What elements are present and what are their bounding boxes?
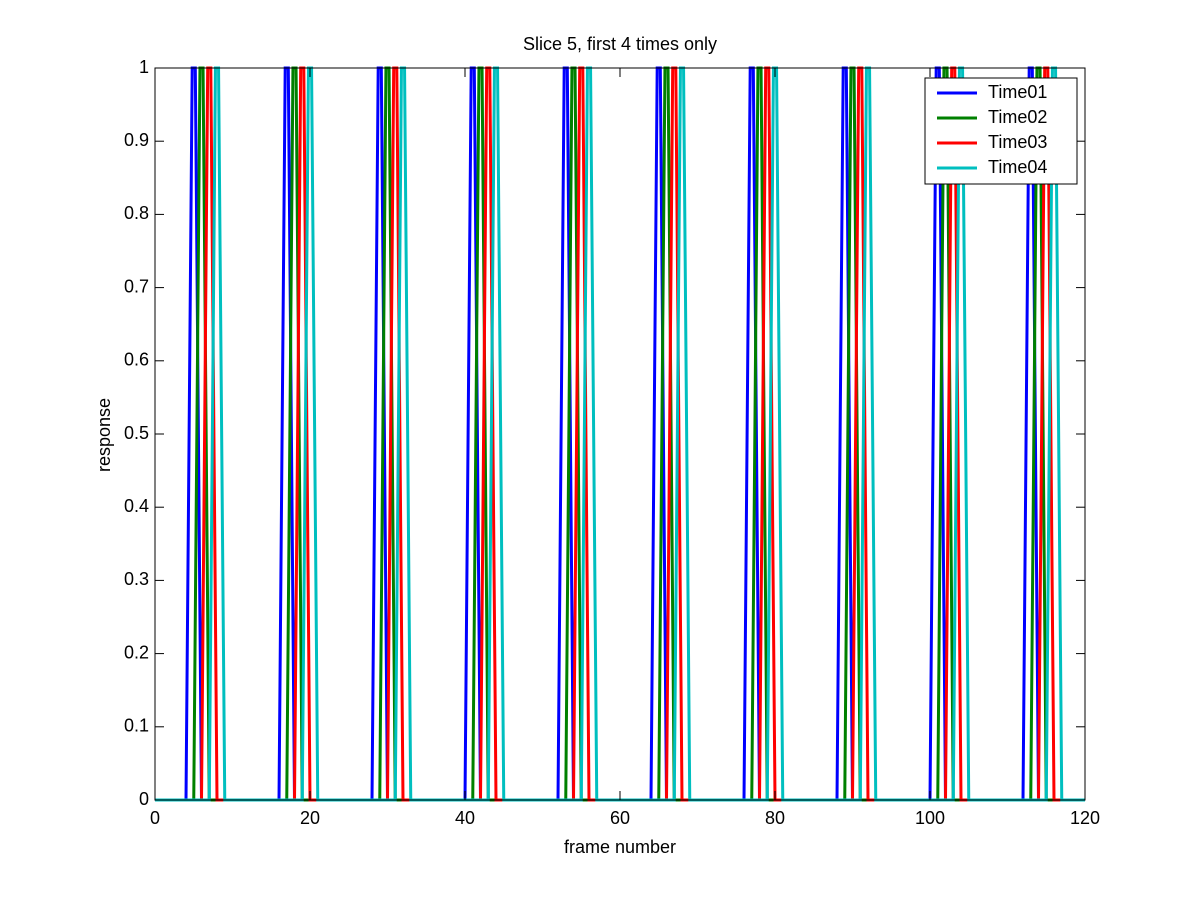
legend-box: [924, 77, 1078, 185]
y-tick-label: 0.2: [124, 642, 149, 662]
x-tick-label: 100: [915, 808, 945, 828]
y-axis-label: response: [94, 398, 114, 472]
x-tick-label: 0: [150, 808, 160, 828]
x-tick-label: 60: [610, 808, 630, 828]
y-tick-label: 0.7: [124, 276, 149, 296]
y-tick-label: 0.1: [124, 716, 149, 736]
x-axis-label: frame number: [564, 837, 676, 857]
y-tick-label: 0.5: [124, 423, 149, 443]
x-tick-label: 40: [455, 808, 475, 828]
y-tick-label: 0.3: [124, 569, 149, 589]
y-tick-label: 0: [139, 789, 149, 809]
y-tick-label: 0.8: [124, 203, 149, 223]
y-tick-label: 1: [139, 57, 149, 77]
legend-label: Time02: [988, 107, 1047, 127]
legend-label: Time03: [988, 132, 1047, 152]
x-tick-label: 20: [300, 808, 320, 828]
legend-label: Time01: [988, 82, 1047, 102]
y-tick-label: 0.6: [124, 350, 149, 370]
x-tick-label: 120: [1070, 808, 1100, 828]
y-tick-label: 0.4: [124, 496, 149, 516]
chart-title: Slice 5, first 4 times only: [523, 34, 717, 54]
x-tick-label: 80: [765, 808, 785, 828]
legend: Time01 Time02 Time03 Time04: [924, 77, 1078, 185]
y-tick-label: 0.9: [124, 130, 149, 150]
legend-label: Time04: [988, 157, 1047, 177]
